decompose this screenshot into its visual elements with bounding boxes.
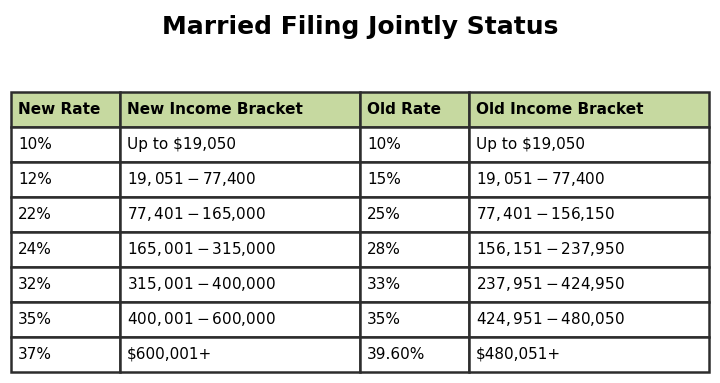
Text: 24%: 24% <box>18 242 52 257</box>
Text: $600,001+: $600,001+ <box>127 347 212 362</box>
Text: 35%: 35% <box>18 312 52 327</box>
Bar <box>120 302 360 337</box>
Text: 10%: 10% <box>18 137 52 152</box>
Bar <box>120 337 360 372</box>
Bar <box>120 197 360 232</box>
Text: $424,951-$480,050: $424,951-$480,050 <box>476 310 625 328</box>
Bar <box>360 232 469 267</box>
Text: $156,151-$237,950: $156,151-$237,950 <box>476 240 625 258</box>
Text: 39.60%: 39.60% <box>367 347 426 362</box>
Text: 15%: 15% <box>367 172 401 187</box>
Text: 10%: 10% <box>367 137 401 152</box>
Text: $19,051-$77,400: $19,051-$77,400 <box>127 170 256 188</box>
Bar <box>11 302 120 337</box>
Text: $19,051-$77,400: $19,051-$77,400 <box>476 170 605 188</box>
Bar <box>11 127 120 162</box>
Bar <box>360 337 469 372</box>
Bar <box>360 92 469 127</box>
Bar <box>11 232 120 267</box>
Bar <box>469 127 709 162</box>
Bar <box>11 162 120 197</box>
Bar <box>360 302 469 337</box>
Bar <box>469 197 709 232</box>
Bar <box>469 232 709 267</box>
Text: $400,001-$600,000: $400,001-$600,000 <box>127 310 276 328</box>
Text: $480,051+: $480,051+ <box>476 347 561 362</box>
Bar <box>120 267 360 302</box>
Text: 12%: 12% <box>18 172 52 187</box>
Text: $237,951-$424,950: $237,951-$424,950 <box>476 275 625 293</box>
Bar <box>120 232 360 267</box>
Bar <box>469 267 709 302</box>
Text: $165,001-$315,000: $165,001-$315,000 <box>127 240 276 258</box>
Text: 25%: 25% <box>367 207 401 222</box>
Bar <box>360 197 469 232</box>
Bar <box>360 267 469 302</box>
Bar <box>469 162 709 197</box>
Bar <box>120 127 360 162</box>
Text: Up to $19,050: Up to $19,050 <box>476 137 585 152</box>
Text: Old Rate: Old Rate <box>367 102 441 117</box>
Text: 35%: 35% <box>367 312 401 327</box>
Text: 22%: 22% <box>18 207 52 222</box>
Text: New Income Bracket: New Income Bracket <box>127 102 302 117</box>
Text: New Rate: New Rate <box>18 102 100 117</box>
Text: Old Income Bracket: Old Income Bracket <box>476 102 644 117</box>
Bar <box>469 337 709 372</box>
Bar <box>360 162 469 197</box>
Text: $77,401-$156,150: $77,401-$156,150 <box>476 205 615 223</box>
Bar <box>469 302 709 337</box>
Bar <box>469 92 709 127</box>
Text: $315,001-$400,000: $315,001-$400,000 <box>127 275 276 293</box>
Text: 33%: 33% <box>367 277 401 291</box>
Text: Up to $19,050: Up to $19,050 <box>127 137 236 152</box>
Bar <box>11 197 120 232</box>
Text: Married Filing Jointly Status: Married Filing Jointly Status <box>162 15 558 39</box>
Bar <box>120 162 360 197</box>
Text: 32%: 32% <box>18 277 52 291</box>
Text: $77,401-$165,000: $77,401-$165,000 <box>127 205 266 223</box>
Bar <box>11 92 120 127</box>
Text: 37%: 37% <box>18 347 52 362</box>
Bar <box>120 92 360 127</box>
Bar <box>11 267 120 302</box>
Bar <box>11 337 120 372</box>
Bar <box>360 127 469 162</box>
Text: 28%: 28% <box>367 242 401 257</box>
